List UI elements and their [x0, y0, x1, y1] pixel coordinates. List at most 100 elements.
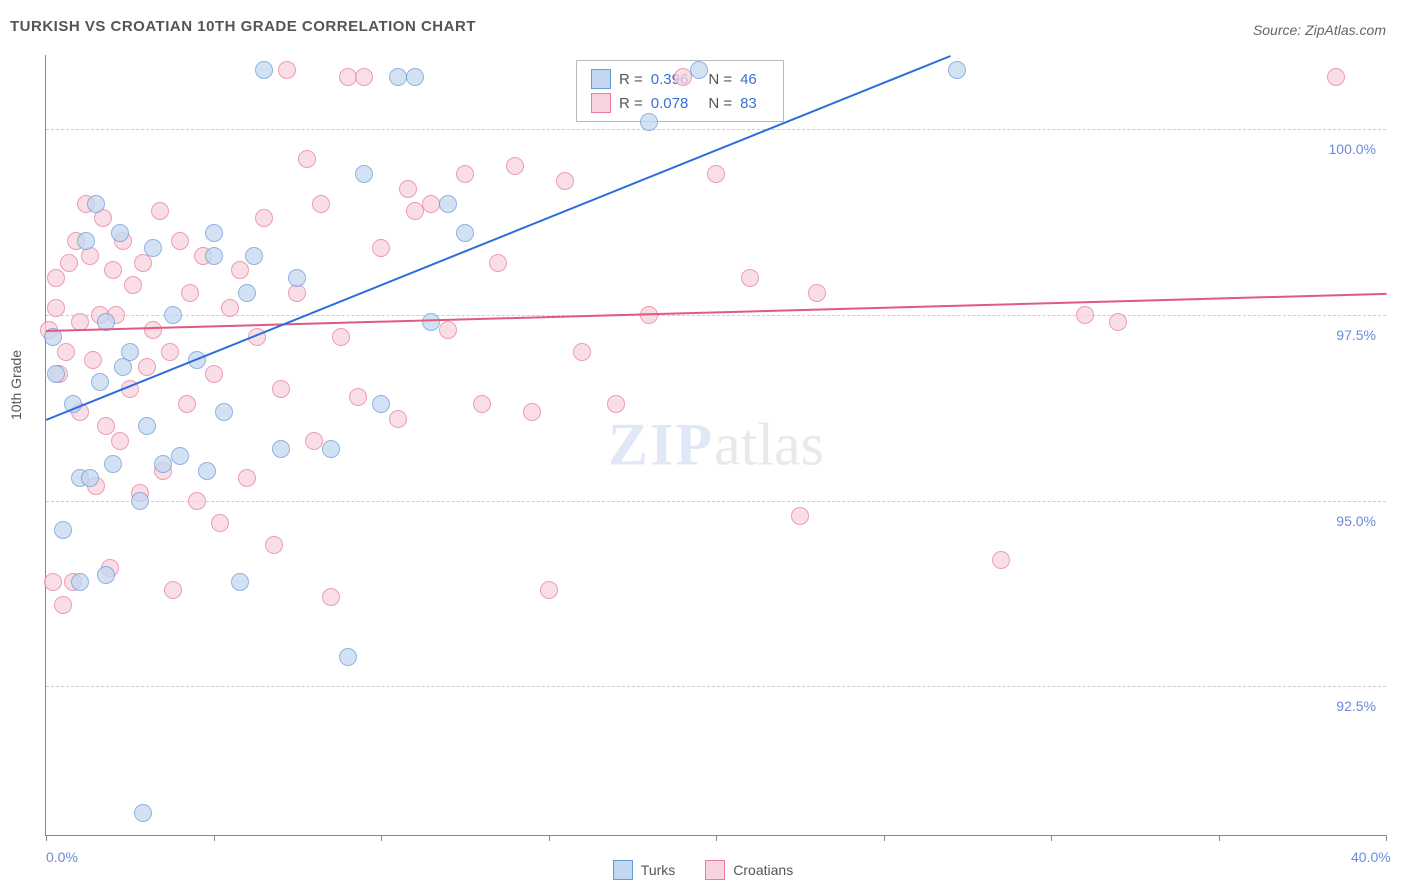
point-series2 — [144, 321, 162, 339]
point-series2 — [674, 68, 692, 86]
swatch-series1 — [591, 69, 611, 89]
point-series2 — [1109, 313, 1127, 331]
stat-label-r: R = — [619, 95, 643, 112]
point-series1 — [104, 455, 122, 473]
point-series1 — [87, 195, 105, 213]
point-series2 — [439, 321, 457, 339]
point-series1 — [948, 61, 966, 79]
point-series2 — [171, 232, 189, 250]
point-series2 — [231, 261, 249, 279]
stat-n-series1: 46 — [740, 71, 757, 88]
point-series2 — [151, 202, 169, 220]
point-series2 — [389, 410, 407, 428]
point-series1 — [406, 68, 424, 86]
point-series2 — [255, 209, 273, 227]
point-series1 — [97, 566, 115, 584]
legend-swatch-series2 — [705, 860, 725, 880]
point-series1 — [54, 521, 72, 539]
legend-swatch-series1 — [613, 860, 633, 880]
point-series2 — [188, 492, 206, 510]
bottom-legend: Turks Croatians — [0, 860, 1406, 880]
chart-title: TURKISH VS CROATIAN 10TH GRADE CORRELATI… — [10, 18, 476, 35]
point-series2 — [473, 395, 491, 413]
xtick — [1219, 835, 1220, 841]
stats-row-series2: R = 0.078 N = 83 — [591, 91, 769, 115]
ytick-label: 100.0% — [1329, 141, 1376, 157]
legend-item-series2: Croatians — [705, 860, 793, 880]
point-series2 — [211, 514, 229, 532]
point-series1 — [198, 462, 216, 480]
point-series2 — [272, 380, 290, 398]
point-series2 — [47, 299, 65, 317]
point-series2 — [312, 195, 330, 213]
xtick — [1386, 835, 1387, 841]
chart-container: TURKISH VS CROATIAN 10TH GRADE CORRELATI… — [0, 0, 1406, 892]
point-series1 — [134, 804, 152, 822]
point-series2 — [60, 254, 78, 272]
point-series1 — [690, 61, 708, 79]
legend-label-series1: Turks — [641, 862, 675, 878]
point-series2 — [523, 403, 541, 421]
point-series1 — [339, 648, 357, 666]
xtick — [381, 835, 382, 841]
stat-label-n: N = — [708, 95, 732, 112]
point-series1 — [640, 113, 658, 131]
point-series2 — [178, 395, 196, 413]
point-series2 — [808, 284, 826, 302]
point-series1 — [389, 68, 407, 86]
point-series1 — [322, 440, 340, 458]
point-series2 — [372, 239, 390, 257]
point-series1 — [131, 492, 149, 510]
ytick-label: 97.5% — [1336, 327, 1376, 343]
gridline-h — [46, 501, 1386, 502]
point-series1 — [255, 61, 273, 79]
point-series1 — [205, 247, 223, 265]
point-series1 — [422, 313, 440, 331]
point-series2 — [741, 269, 759, 287]
point-series2 — [57, 343, 75, 361]
point-series2 — [97, 417, 115, 435]
point-series2 — [54, 596, 72, 614]
stat-n-series2: 83 — [740, 95, 757, 112]
xtick — [1051, 835, 1052, 841]
ytick-label: 92.5% — [1336, 698, 1376, 714]
xtick — [884, 835, 885, 841]
source-label: Source: ZipAtlas.com — [1253, 22, 1386, 38]
ytick-label: 95.0% — [1336, 513, 1376, 529]
gridline-h — [46, 315, 1386, 316]
xtick — [716, 835, 717, 841]
point-series1 — [245, 247, 263, 265]
stat-label-n: N = — [708, 71, 732, 88]
point-series2 — [181, 284, 199, 302]
point-series2 — [205, 365, 223, 383]
point-series1 — [171, 447, 189, 465]
point-series1 — [77, 232, 95, 250]
point-series2 — [399, 180, 417, 198]
point-series2 — [47, 269, 65, 287]
point-series2 — [355, 68, 373, 86]
point-series1 — [372, 395, 390, 413]
xtick — [214, 835, 215, 841]
point-series2 — [164, 581, 182, 599]
point-series2 — [332, 328, 350, 346]
point-series2 — [456, 165, 474, 183]
point-series1 — [439, 195, 457, 213]
point-series2 — [489, 254, 507, 272]
point-series2 — [124, 276, 142, 294]
gridline-h — [46, 129, 1386, 130]
point-series1 — [154, 455, 172, 473]
watermark-zip: ZIP — [608, 412, 714, 478]
point-series2 — [992, 551, 1010, 569]
point-series1 — [71, 573, 89, 591]
watermark: ZIPatlas — [608, 411, 824, 480]
point-series2 — [305, 432, 323, 450]
point-series2 — [707, 165, 725, 183]
xtick — [549, 835, 550, 841]
point-series2 — [791, 507, 809, 525]
point-series2 — [1076, 306, 1094, 324]
point-series1 — [238, 284, 256, 302]
point-series2 — [104, 261, 122, 279]
point-series1 — [121, 343, 139, 361]
point-series2 — [238, 469, 256, 487]
point-series1 — [81, 469, 99, 487]
